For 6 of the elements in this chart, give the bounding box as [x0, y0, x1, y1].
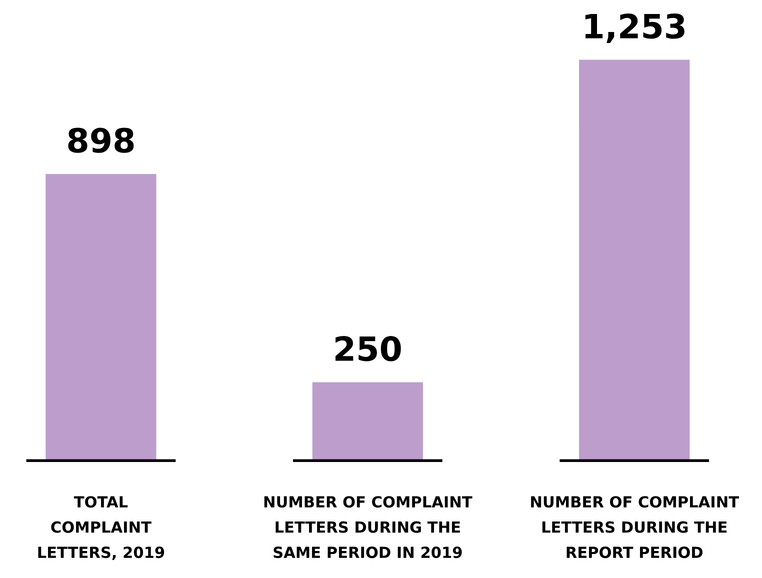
x-tick-label: NUMBER OF COMPLAINT LETTERS DURING THE SAME PERIOD IN 2019: [264, 496, 472, 558]
x-tick-label: NUMBER OF COMPLAINT LETTERS DURING THE REPORT PERIOD: [531, 496, 739, 558]
data-label: 250: [336, 336, 401, 362]
data-label: 1,253: [585, 14, 684, 44]
x-tick-label: TOTAL COMPLAINT LETTERS, 2019: [38, 496, 164, 560]
data-label: 898: [68, 128, 134, 153]
